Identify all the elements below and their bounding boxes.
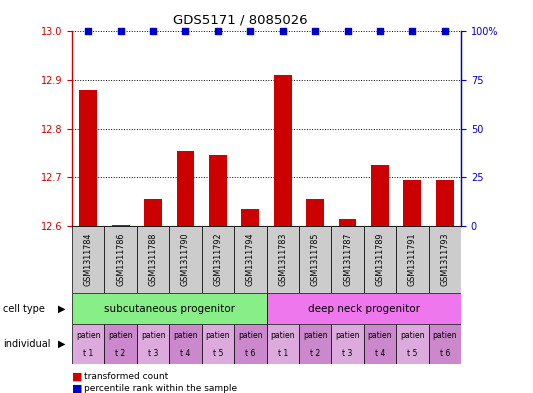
Bar — [396, 226, 429, 293]
Text: t 3: t 3 — [342, 349, 353, 358]
Bar — [364, 324, 396, 364]
Bar — [266, 293, 461, 324]
Text: deep neck progenitor: deep neck progenitor — [308, 303, 420, 314]
Text: ■: ■ — [72, 383, 83, 393]
Bar — [72, 324, 104, 364]
Text: t 5: t 5 — [407, 349, 417, 358]
Bar — [396, 324, 429, 364]
Text: subcutaneous progenitor: subcutaneous progenitor — [104, 303, 235, 314]
Text: GSM1311792: GSM1311792 — [213, 233, 222, 286]
Bar — [436, 180, 454, 226]
Bar — [371, 165, 389, 226]
Text: patien: patien — [303, 331, 327, 340]
Text: t 6: t 6 — [440, 349, 450, 358]
Text: GSM1311784: GSM1311784 — [84, 233, 93, 286]
Point — [181, 28, 190, 35]
Bar — [209, 156, 227, 226]
Bar — [144, 199, 162, 226]
Bar — [72, 293, 266, 324]
Text: t 1: t 1 — [83, 349, 93, 358]
Point — [343, 28, 352, 35]
Text: patien: patien — [141, 331, 165, 340]
Bar — [169, 324, 201, 364]
Bar — [201, 226, 234, 293]
Bar — [429, 324, 461, 364]
Bar — [338, 219, 357, 226]
Text: GDS5171 / 8085026: GDS5171 / 8085026 — [173, 14, 307, 27]
Text: patien: patien — [108, 331, 133, 340]
Text: GSM1311794: GSM1311794 — [246, 233, 255, 286]
Text: GSM1311787: GSM1311787 — [343, 233, 352, 286]
Text: GSM1311785: GSM1311785 — [311, 233, 320, 286]
Bar — [299, 226, 332, 293]
Text: patien: patien — [400, 331, 425, 340]
Text: transformed count: transformed count — [84, 372, 168, 381]
Bar — [241, 209, 259, 226]
Text: t 3: t 3 — [148, 349, 158, 358]
Text: t 6: t 6 — [245, 349, 255, 358]
Text: t 2: t 2 — [116, 349, 126, 358]
Bar — [79, 90, 97, 226]
Text: GSM1311789: GSM1311789 — [375, 233, 384, 286]
Bar — [306, 199, 324, 226]
Bar — [104, 226, 137, 293]
Bar — [364, 226, 396, 293]
Point — [116, 28, 125, 35]
Text: GSM1311793: GSM1311793 — [440, 233, 449, 286]
Bar — [234, 226, 266, 293]
Bar — [201, 324, 234, 364]
Text: percentile rank within the sample: percentile rank within the sample — [84, 384, 237, 393]
Bar — [72, 226, 104, 293]
Point — [149, 28, 157, 35]
Text: individual: individual — [3, 339, 50, 349]
Point — [311, 28, 319, 35]
Point — [84, 28, 92, 35]
Bar — [176, 151, 195, 226]
Text: GSM1311786: GSM1311786 — [116, 233, 125, 286]
Text: GSM1311783: GSM1311783 — [278, 233, 287, 286]
Point — [376, 28, 384, 35]
Bar — [403, 180, 421, 226]
Bar — [137, 226, 169, 293]
Text: GSM1311791: GSM1311791 — [408, 233, 417, 286]
Bar — [299, 324, 332, 364]
Text: patien: patien — [238, 331, 263, 340]
Text: GSM1311788: GSM1311788 — [149, 233, 158, 286]
Text: ▶: ▶ — [58, 339, 65, 349]
Text: ▶: ▶ — [58, 303, 65, 314]
Bar — [137, 324, 169, 364]
Point — [278, 28, 287, 35]
Text: t 1: t 1 — [278, 349, 288, 358]
Text: ■: ■ — [72, 371, 83, 382]
Text: t 2: t 2 — [310, 349, 320, 358]
Bar — [234, 324, 266, 364]
Bar — [266, 324, 299, 364]
Point — [441, 28, 449, 35]
Bar — [112, 225, 130, 226]
Bar — [429, 226, 461, 293]
Bar — [266, 226, 299, 293]
Text: patien: patien — [335, 331, 360, 340]
Text: patien: patien — [173, 331, 198, 340]
Text: t 5: t 5 — [213, 349, 223, 358]
Point — [246, 28, 255, 35]
Text: patien: patien — [270, 331, 295, 340]
Text: t 4: t 4 — [180, 349, 191, 358]
Point — [408, 28, 417, 35]
Text: t 4: t 4 — [375, 349, 385, 358]
Bar — [169, 226, 201, 293]
Text: GSM1311790: GSM1311790 — [181, 233, 190, 286]
Bar — [332, 226, 364, 293]
Text: patien: patien — [206, 331, 230, 340]
Bar — [274, 75, 292, 226]
Bar — [104, 324, 137, 364]
Point — [214, 28, 222, 35]
Text: cell type: cell type — [3, 303, 45, 314]
Bar — [332, 324, 364, 364]
Text: patien: patien — [76, 331, 100, 340]
Text: patien: patien — [433, 331, 457, 340]
Text: patien: patien — [368, 331, 392, 340]
